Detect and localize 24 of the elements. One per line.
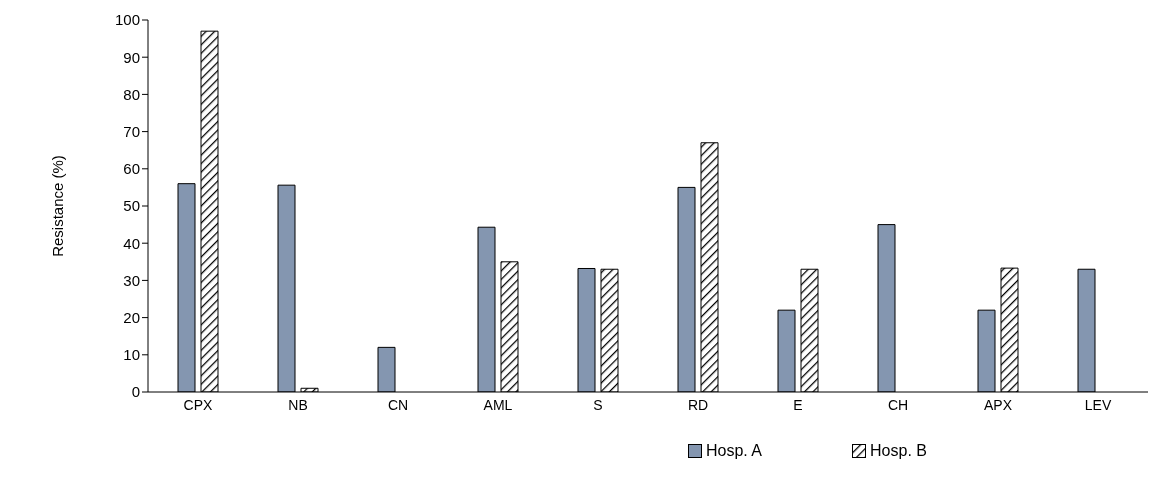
x-tick-label: LEV [1084,396,1112,413]
x-tick-label: APX [983,396,1013,413]
y-tick-label: 100 [114,11,140,29]
y-tick-label: 50 [123,197,140,215]
y-tick-label: 30 [123,271,140,289]
y-axis-title: Resistance (%) [49,155,67,257]
y-tick-label: 90 [123,48,140,66]
legend-label: Hosp. B [870,442,927,460]
y-tick-label: 80 [123,85,140,103]
y-tick-label: 70 [123,122,140,140]
x-tick-label: S [593,396,603,413]
y-tick-label: 40 [123,234,140,252]
x-tick-label: CPX [183,396,214,413]
x-tick-label: E [793,396,803,413]
x-tick-label: AML [483,396,513,413]
x-tick-label: CH [887,396,909,413]
y-tick-label: 20 [123,308,140,326]
x-tick-label: CN [387,396,409,413]
x-tick-label: RD [687,396,709,413]
y-tick-label: 60 [123,160,140,178]
y-tick-label: 0 [131,383,140,401]
y-tick-label: 10 [123,346,140,364]
legend-label: Hosp. A [706,442,763,460]
x-tick-label: NB [288,396,308,413]
